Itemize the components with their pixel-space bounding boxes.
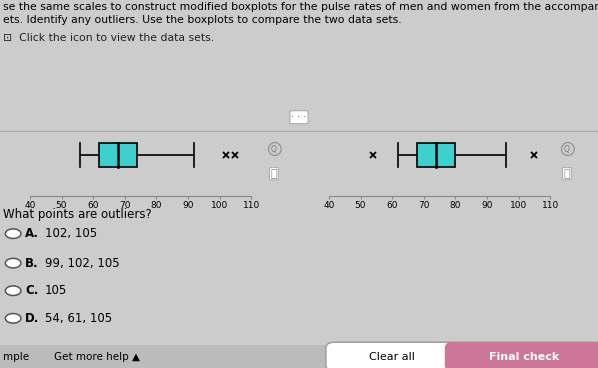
Text: ○: ○ (266, 140, 282, 158)
Text: 102, 105: 102, 105 (45, 227, 97, 240)
Text: 105: 105 (45, 284, 67, 297)
Circle shape (5, 286, 21, 296)
Text: se the same scales to construct modified boxplots for the pulse rates of men and: se the same scales to construct modified… (3, 2, 598, 12)
Text: C.: C. (25, 284, 38, 297)
Text: D.: D. (25, 312, 39, 325)
Text: B.: B. (25, 256, 39, 270)
Text: mple: mple (3, 351, 29, 362)
FancyBboxPatch shape (446, 342, 598, 368)
Text: ets. Identify any outliers. Use the boxplots to compare the two data sets.: ets. Identify any outliers. Use the boxp… (3, 15, 402, 25)
Text: ○: ○ (559, 140, 575, 158)
Text: Final check: Final check (489, 351, 560, 362)
Text: Q: Q (271, 145, 277, 153)
Circle shape (5, 258, 21, 268)
Text: A.: A. (25, 227, 39, 240)
Text: Get more help ▲: Get more help ▲ (54, 351, 140, 362)
Text: What points are outliers?: What points are outliers? (3, 208, 152, 221)
Circle shape (5, 229, 21, 238)
Text: · · ·: · · · (291, 112, 307, 122)
FancyBboxPatch shape (326, 342, 457, 368)
Text: 54, 61, 105: 54, 61, 105 (45, 312, 112, 325)
Text: ⬜: ⬜ (270, 169, 277, 179)
Circle shape (5, 314, 21, 323)
Text: ⬜: ⬜ (563, 169, 570, 179)
Text: ⊡  Click the icon to view the data sets.: ⊡ Click the icon to view the data sets. (3, 33, 214, 43)
Bar (0, 345, 598, 368)
Text: 99, 102, 105: 99, 102, 105 (45, 256, 120, 270)
Bar (417, 143, 455, 167)
Text: Clear all: Clear all (369, 351, 414, 362)
Bar (99, 143, 138, 167)
Text: Q: Q (564, 145, 570, 153)
